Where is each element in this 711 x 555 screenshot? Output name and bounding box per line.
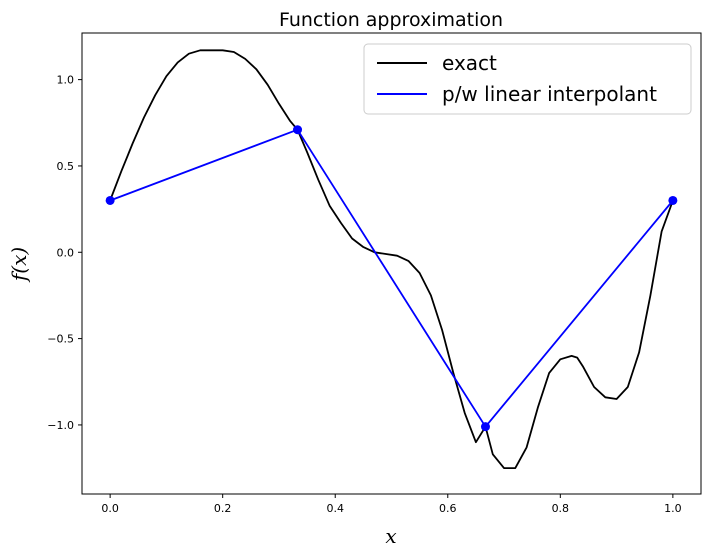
y-tick-label: −1.0 bbox=[47, 419, 74, 432]
x-tick-label: 0.4 bbox=[326, 502, 344, 515]
plot-frame bbox=[81, 32, 702, 495]
y-tick-label: 1.0 bbox=[57, 74, 75, 87]
series-layer bbox=[105, 49, 678, 470]
chart-title: Function approximation bbox=[279, 9, 503, 31]
x-tick-label: 0.2 bbox=[214, 502, 232, 515]
series-line-interpolant bbox=[109, 128, 674, 428]
legend: exact p/w linear interpolant bbox=[363, 43, 692, 115]
x-tick-label: 0.0 bbox=[101, 502, 119, 515]
interpolant-point bbox=[668, 195, 678, 205]
y-tick-label: 0.5 bbox=[57, 160, 75, 173]
y-ticks: 1.0 0.5 0.0 −0.5 −1.0 bbox=[47, 74, 82, 432]
interpolant-point bbox=[480, 422, 490, 432]
y-tick-label: 0.0 bbox=[57, 246, 75, 259]
legend-interpolant-label: p/w linear interpolant bbox=[442, 82, 657, 106]
interpolant-point bbox=[293, 125, 303, 135]
series-line-exact bbox=[109, 49, 674, 470]
x-tick-label: 0.6 bbox=[439, 502, 457, 515]
x-tick-label: 0.8 bbox=[552, 502, 570, 515]
y-axis-label: f(x) bbox=[7, 247, 31, 283]
interpolant-point bbox=[105, 195, 115, 205]
x-axis-label: x bbox=[385, 524, 396, 548]
x-tick-label: 1.0 bbox=[664, 502, 682, 515]
legend-box bbox=[363, 43, 692, 115]
plot-area: 0.0 0.2 0.4 0.6 0.8 1.0 1.0 0.5 0.0 −0.5 −1.0 bbox=[47, 32, 702, 515]
legend-exact-label: exact bbox=[442, 51, 497, 75]
y-tick-label: −0.5 bbox=[47, 333, 74, 346]
x-ticks: 0.0 0.2 0.4 0.6 0.8 1.0 bbox=[101, 494, 682, 515]
